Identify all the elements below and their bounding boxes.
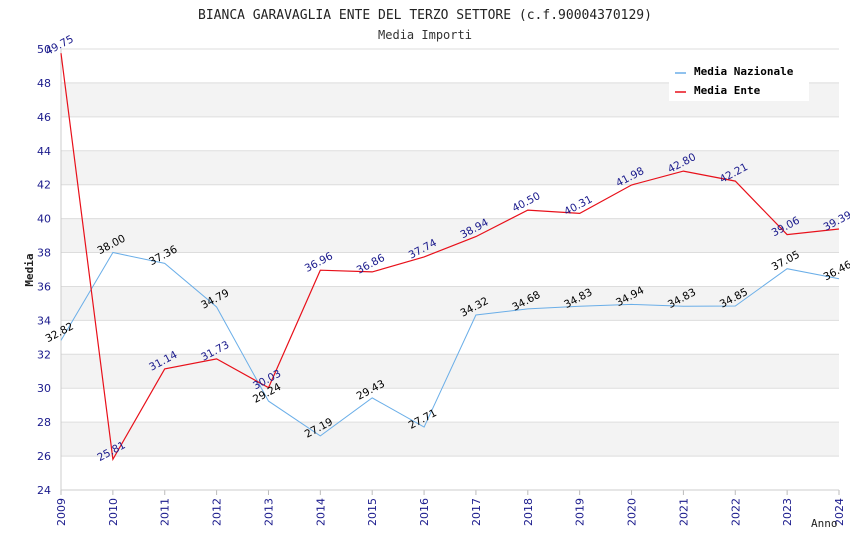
background-band (61, 184, 839, 219)
axes (60, 49, 839, 491)
x-tick-label: 2011 (159, 498, 172, 526)
x-tick-label: 2014 (314, 498, 327, 526)
y-tick-label: 34 (37, 314, 51, 327)
x-tick-label: 2020 (626, 498, 639, 526)
y-tick-label: 30 (37, 382, 51, 395)
x-tick-label: 2015 (366, 498, 379, 526)
x-tick-label: 2009 (55, 498, 68, 526)
x-tick-label: 2023 (781, 498, 794, 526)
x-tick-label: 2013 (262, 498, 275, 526)
x-tick-label: 2024 (833, 498, 846, 526)
x-tick-label: 2010 (107, 498, 120, 526)
x-tick-label: 2021 (677, 498, 690, 526)
y-tick-label: 42 (37, 179, 51, 192)
y-tick-label: 38 (37, 247, 51, 260)
x-tick-label: 2017 (470, 498, 483, 526)
chart-title: BIANCA GARAVAGLIA ENTE DEL TERZO SETTORE… (198, 8, 652, 23)
chart-subtitle: Media Importi (378, 28, 472, 42)
series-line-media-nazionale (60, 251, 840, 437)
legend: Media Nazionale Media Ente (669, 60, 809, 101)
legend-box (669, 60, 809, 101)
background-band (61, 422, 839, 457)
background-band (61, 456, 839, 490)
background-band (61, 150, 839, 185)
background-band (61, 388, 839, 423)
y-tick-label: 46 (37, 111, 51, 124)
gridlines (60, 48, 840, 495)
y-tick-label: 32 (37, 348, 51, 361)
x-tick-label: 2022 (729, 498, 742, 526)
legend-label-nazionale: Media Nazionale (694, 65, 794, 78)
x-axis-label: Anno (811, 517, 838, 530)
y-tick-label: 26 (37, 450, 51, 463)
background-band (61, 320, 839, 355)
x-tick-label: 2016 (418, 498, 431, 526)
x-tick-label: 2019 (574, 498, 587, 526)
y-tick-label: 24 (37, 484, 51, 497)
y-tick-label: 50 (37, 43, 51, 56)
background-bands (61, 49, 839, 490)
legend-label-ente: Media Ente (694, 84, 761, 97)
background-band (61, 286, 839, 321)
x-tick-label: 2012 (211, 498, 224, 526)
series-lines (60, 53, 840, 462)
y-tick-label: 36 (37, 280, 51, 293)
background-band (61, 218, 839, 253)
y-tick-label: 28 (37, 416, 51, 429)
x-tick-label: 2018 (522, 498, 535, 526)
y-tick-label: 44 (37, 145, 51, 158)
series-line-media-ente (60, 53, 840, 462)
y-tick-labels: 24 26 28 30 32 34 36 38 40 42 44 46 48 50 (37, 43, 51, 497)
y-tick-label: 40 (37, 213, 51, 226)
background-band (61, 116, 839, 151)
background-band (61, 252, 839, 287)
y-tick-label: 48 (37, 77, 51, 90)
y-axis-label: Media (23, 253, 36, 286)
x-tick-labels: 2009 2010 2011 2012 2013 2014 2015 2016 2017 2018… (55, 498, 846, 526)
